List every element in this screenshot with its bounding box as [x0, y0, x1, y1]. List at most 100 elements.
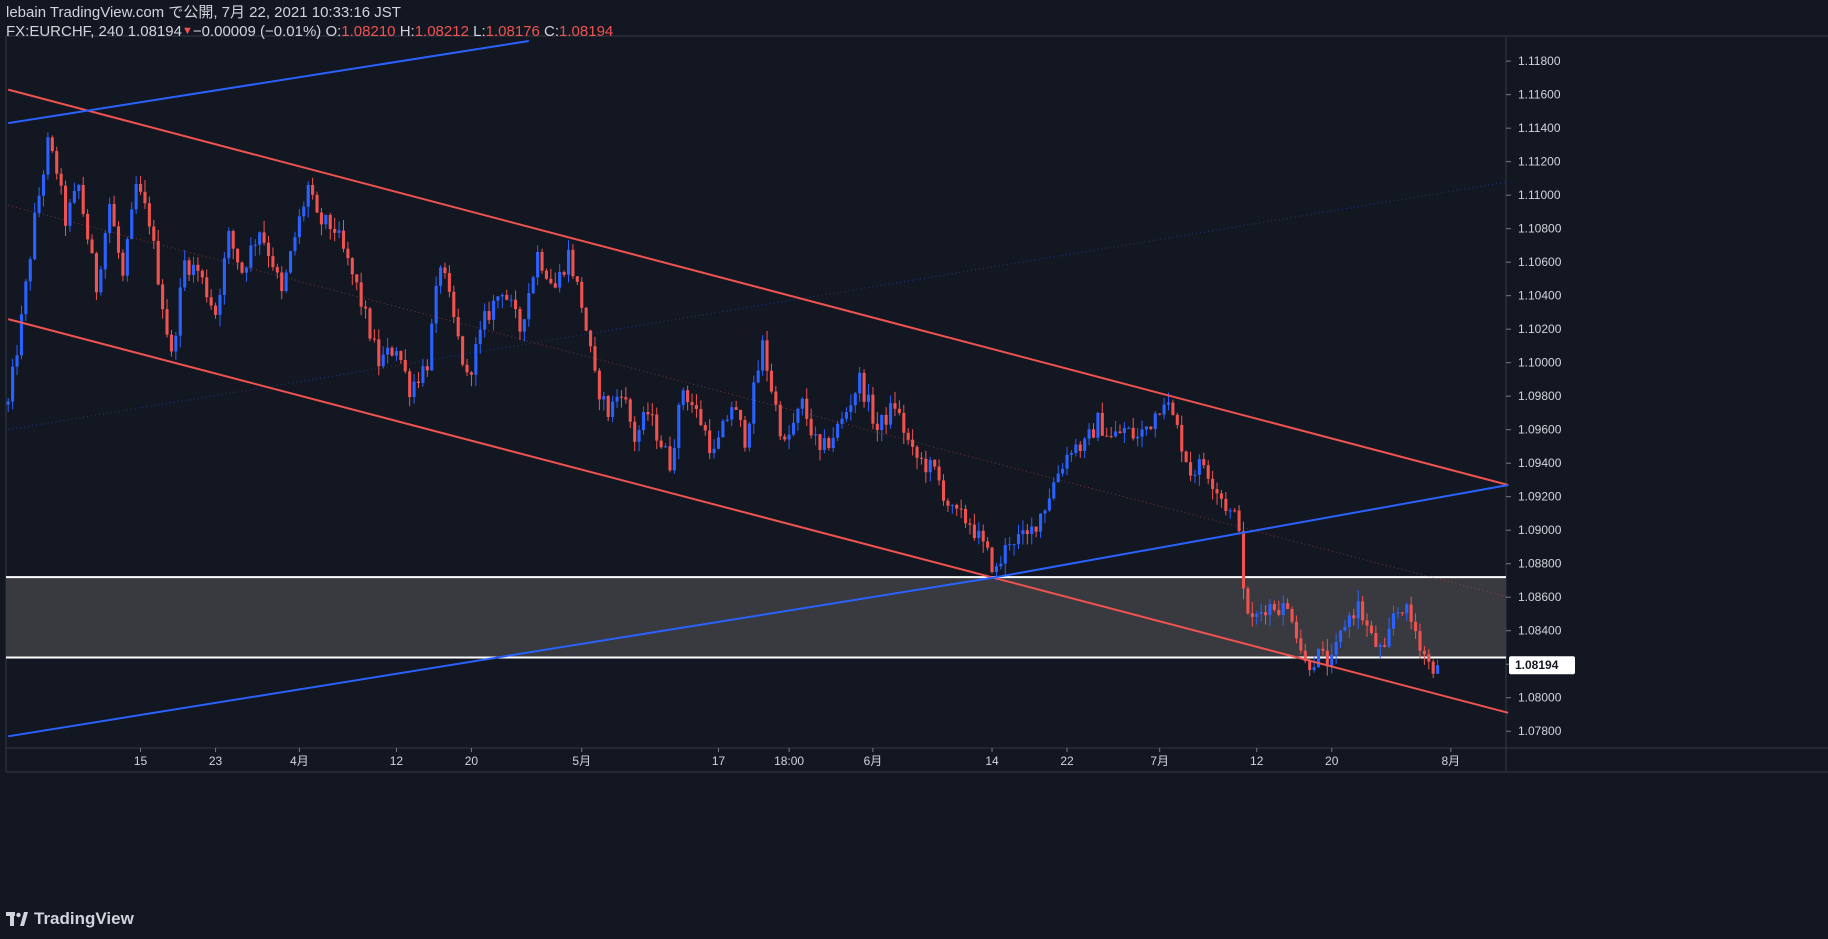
candle	[840, 411, 844, 429]
candle	[469, 371, 473, 387]
candle	[1409, 596, 1413, 630]
candle-body	[1149, 426, 1153, 429]
candle-body	[289, 251, 293, 273]
candle	[1237, 505, 1241, 535]
candle-body	[99, 269, 103, 293]
candle	[244, 266, 248, 282]
price-tick-label: 1.11800	[1518, 54, 1561, 68]
candle	[59, 168, 63, 195]
candle-body	[324, 214, 328, 225]
candle	[1400, 611, 1404, 616]
candle-body	[730, 407, 734, 420]
candle	[897, 400, 901, 416]
candle-body	[59, 173, 63, 186]
candle	[809, 408, 813, 439]
candle-body	[1259, 612, 1263, 614]
candle	[884, 407, 888, 434]
price-tick-label: 1.07800	[1518, 724, 1562, 738]
candle-body	[765, 340, 769, 371]
candle-body	[712, 448, 716, 454]
candle-body	[1012, 544, 1016, 546]
ohlc-line: FX:EURCHF, 240 1.08194▼−0.00009 (−0.01%)…	[6, 22, 613, 41]
candle	[474, 337, 478, 387]
candle	[708, 419, 712, 460]
candle	[566, 240, 571, 283]
candle-body	[756, 370, 760, 383]
candle	[1012, 543, 1016, 556]
candle-body	[315, 194, 319, 213]
candle-body	[377, 339, 381, 367]
candle	[1105, 427, 1109, 437]
candle	[275, 263, 279, 279]
candle-body	[981, 530, 985, 542]
candle-body	[1078, 444, 1082, 452]
candle	[214, 302, 218, 319]
candle-body	[452, 291, 456, 318]
candle-body	[1065, 454, 1069, 469]
candle	[889, 395, 893, 429]
candle	[624, 387, 628, 404]
candle	[1290, 606, 1294, 624]
candle-body	[64, 185, 68, 226]
candle	[1365, 613, 1369, 637]
candle-body	[681, 390, 685, 405]
candle	[694, 394, 698, 418]
candle-body	[1224, 498, 1228, 511]
candle-body	[1241, 531, 1246, 589]
candle-body	[536, 251, 540, 278]
candle-body	[1109, 436, 1113, 438]
candle-body	[659, 440, 663, 448]
candle-body	[514, 299, 518, 310]
candle-body	[116, 226, 121, 253]
candle	[655, 407, 659, 449]
candle-body	[1330, 654, 1334, 667]
candle-body	[271, 256, 275, 268]
candle-body	[483, 311, 487, 330]
candle-body	[447, 273, 451, 292]
low-label: L:	[473, 23, 486, 40]
candle-body	[156, 240, 160, 285]
candle-body	[139, 183, 143, 192]
candle-body	[1361, 601, 1365, 621]
candle	[174, 331, 178, 360]
candle	[68, 199, 72, 233]
candle-body	[200, 270, 204, 278]
candle	[505, 289, 509, 301]
candle-body	[1211, 478, 1215, 490]
candle	[646, 402, 650, 421]
candle-body	[297, 216, 301, 238]
candle-body	[1122, 427, 1126, 434]
candle-body	[933, 459, 937, 467]
candle-body	[769, 370, 773, 392]
candle	[147, 196, 151, 235]
candle-body	[1087, 429, 1091, 439]
candle	[130, 202, 134, 240]
candle	[487, 301, 491, 324]
candle	[1334, 633, 1338, 664]
candle-body	[1131, 427, 1135, 439]
candle-body	[1202, 459, 1206, 466]
candle	[1436, 659, 1440, 675]
candle	[933, 459, 937, 470]
candle	[116, 221, 121, 259]
candle-body	[1237, 510, 1241, 532]
candle-body	[822, 438, 826, 450]
candle	[1268, 599, 1272, 627]
candle-body	[1166, 402, 1171, 405]
candle-body	[928, 459, 932, 473]
tradingview-logo[interactable]: TradingView	[6, 909, 134, 929]
candle	[703, 421, 707, 436]
candle	[602, 391, 606, 411]
candle-body	[690, 402, 694, 406]
candle	[880, 414, 884, 442]
candle	[836, 421, 840, 442]
candle	[1206, 460, 1210, 485]
candle	[730, 401, 734, 427]
candle-body	[814, 434, 818, 436]
candle	[1356, 590, 1360, 629]
candle	[1056, 465, 1060, 483]
candle-body	[1096, 412, 1100, 438]
candle	[818, 433, 822, 461]
candle-body	[346, 248, 350, 259]
